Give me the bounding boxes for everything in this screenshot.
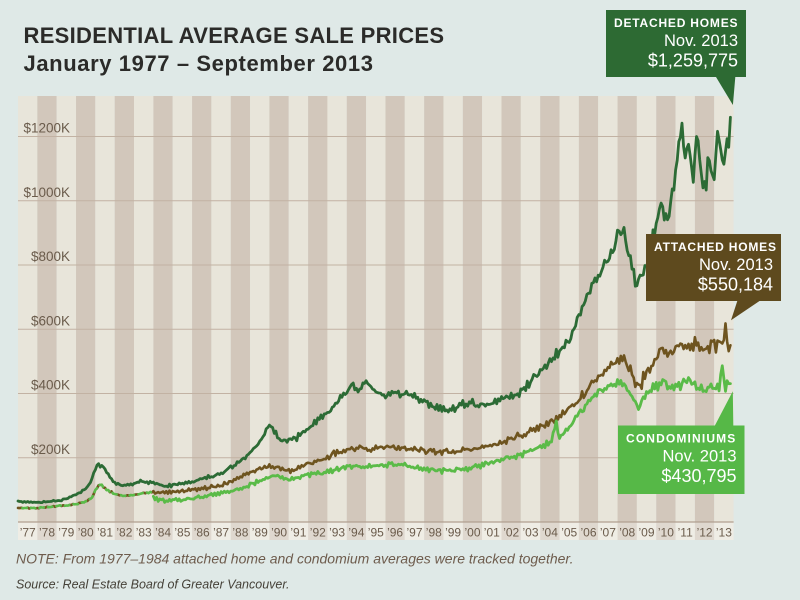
svg-text:’85: ’85 [174,526,190,540]
svg-text:’79: ’79 [58,526,74,540]
svg-text:$800K: $800K [31,249,70,264]
svg-text:’84: ’84 [155,526,171,540]
svg-text:’00: ’00 [464,526,480,540]
svg-text:$400K: $400K [31,378,70,393]
svg-text:’06: ’06 [580,526,596,540]
svg-text:’01: ’01 [484,526,500,540]
svg-text:’83: ’83 [136,526,152,540]
svg-text:’87: ’87 [213,526,229,540]
svg-text:’11: ’11 [678,526,693,540]
svg-text:$550,184: $550,184 [698,275,773,295]
svg-text:’78: ’78 [39,526,55,540]
svg-text:’92: ’92 [310,526,326,540]
svg-text:’03: ’03 [522,526,538,540]
svg-text:’12: ’12 [697,526,713,540]
svg-text:$1,259,775: $1,259,775 [648,51,738,71]
svg-text:$1200K: $1200K [23,121,70,136]
svg-text:$1000K: $1000K [23,185,70,200]
svg-text:’05: ’05 [561,526,577,540]
svg-text:’07: ’07 [600,526,616,540]
svg-text:$600K: $600K [31,313,70,328]
svg-text:January 1977 – September 2013: January 1977 – September 2013 [24,51,374,76]
svg-text:’08: ’08 [619,526,635,540]
svg-text:’09: ’09 [638,526,654,540]
svg-text:’98: ’98 [426,526,442,540]
svg-text:’95: ’95 [368,526,384,540]
svg-text:’93: ’93 [329,526,345,540]
svg-text:RESIDENTIAL AVERAGE SALE PRICE: RESIDENTIAL AVERAGE SALE PRICES [24,23,445,48]
svg-text:’96: ’96 [387,526,403,540]
svg-text:’91: ’91 [290,526,306,540]
svg-text:’97: ’97 [406,526,422,540]
svg-text:’02: ’02 [503,526,519,540]
svg-text:$200K: $200K [31,442,70,457]
svg-text:’89: ’89 [252,526,268,540]
svg-text:’13: ’13 [716,526,732,540]
svg-text:Nov. 2013: Nov. 2013 [699,256,773,274]
svg-text:’81: ’81 [97,526,113,540]
svg-text:’82: ’82 [116,526,132,540]
svg-text:’94: ’94 [348,526,364,540]
svg-text:’10: ’10 [658,526,674,540]
svg-text:Nov. 2013: Nov. 2013 [663,448,737,466]
svg-text:$430,795: $430,795 [661,466,736,486]
svg-text:’04: ’04 [542,526,558,540]
svg-text:NOTE: From 1977–1984 attached: NOTE: From 1977–1984 attached home and c… [16,551,573,567]
svg-text:Source: Real Estate Board of G: Source: Real Estate Board of Greater Van… [16,578,290,592]
svg-text:’88: ’88 [232,526,248,540]
svg-text:ATTACHED HOMES: ATTACHED HOMES [654,240,777,254]
svg-text:’90: ’90 [271,526,287,540]
svg-text:’86: ’86 [194,526,210,540]
svg-text:’99: ’99 [445,526,461,540]
svg-text:DETACHED HOMES: DETACHED HOMES [614,16,738,30]
svg-text:CONDOMINIUMS: CONDOMINIUMS [626,432,736,446]
svg-text:’77: ’77 [20,526,36,540]
svg-text:Nov. 2013: Nov. 2013 [664,32,738,50]
svg-text:’80: ’80 [78,526,94,540]
